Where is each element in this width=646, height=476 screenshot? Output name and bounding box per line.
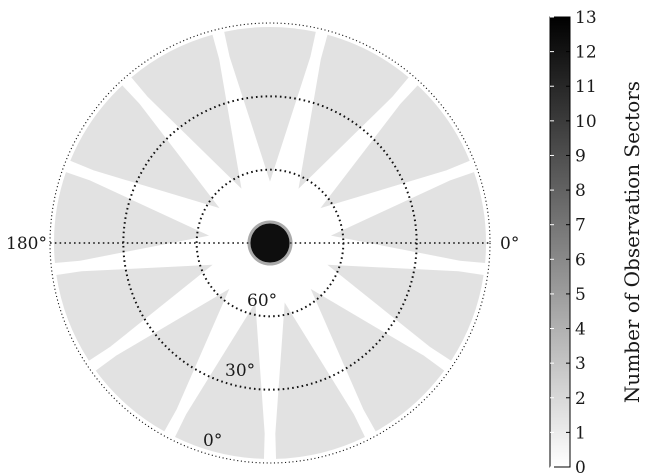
observation-sector xyxy=(95,288,230,432)
observation-sector xyxy=(327,264,484,361)
azimuth-label-0: 0° xyxy=(500,234,519,254)
sector-layer xyxy=(53,26,487,459)
elevation-ring xyxy=(49,22,491,464)
colorbar-tick-label: 1 xyxy=(575,423,586,443)
colorbar-tick-label: 8 xyxy=(575,181,586,201)
colorbar-tick-label: 4 xyxy=(575,320,586,340)
observation-sector xyxy=(298,34,409,189)
ring-label-60: 60° xyxy=(247,291,277,311)
observation-sector xyxy=(174,302,265,459)
center-disk-core xyxy=(250,223,290,263)
colorbar-tick-label: 11 xyxy=(575,77,597,97)
observation-sector xyxy=(224,26,316,182)
colorbar-tick-label: 13 xyxy=(575,8,597,28)
colorbar-tick-label: 0 xyxy=(575,458,586,476)
azimuth-label-180: 180° xyxy=(6,234,47,254)
colorbar-gradient xyxy=(549,16,571,468)
colorbar-tick-label: 5 xyxy=(575,285,586,305)
observation-sector xyxy=(320,85,470,209)
observation-sector xyxy=(56,264,213,361)
elevation-ring xyxy=(122,95,418,391)
colorbar-tick-label: 3 xyxy=(575,354,586,374)
ring-label-30: 30° xyxy=(225,361,255,381)
colorbar-tick-label: 12 xyxy=(575,43,597,63)
plot-labels: 0° 180° 60° 30° 0° xyxy=(6,234,519,451)
colorbar-tick-label: 10 xyxy=(575,112,597,132)
ring-label-0: 0° xyxy=(203,431,222,451)
polar-plot xyxy=(49,22,491,464)
observation-sector xyxy=(53,172,210,264)
colorbar-tick-label: 6 xyxy=(575,250,586,270)
observation-sector xyxy=(131,34,242,189)
observation-sector xyxy=(330,172,487,264)
observation-sector xyxy=(70,85,220,209)
colorbar-tick-label: 7 xyxy=(575,216,586,236)
colorbar-tick-label: 9 xyxy=(575,146,586,166)
colorbar-label: Number of Observation Sectors xyxy=(620,81,644,403)
center-disk xyxy=(247,220,293,266)
colorbar-tick-label: 2 xyxy=(575,389,586,409)
observation-sector xyxy=(310,288,445,432)
